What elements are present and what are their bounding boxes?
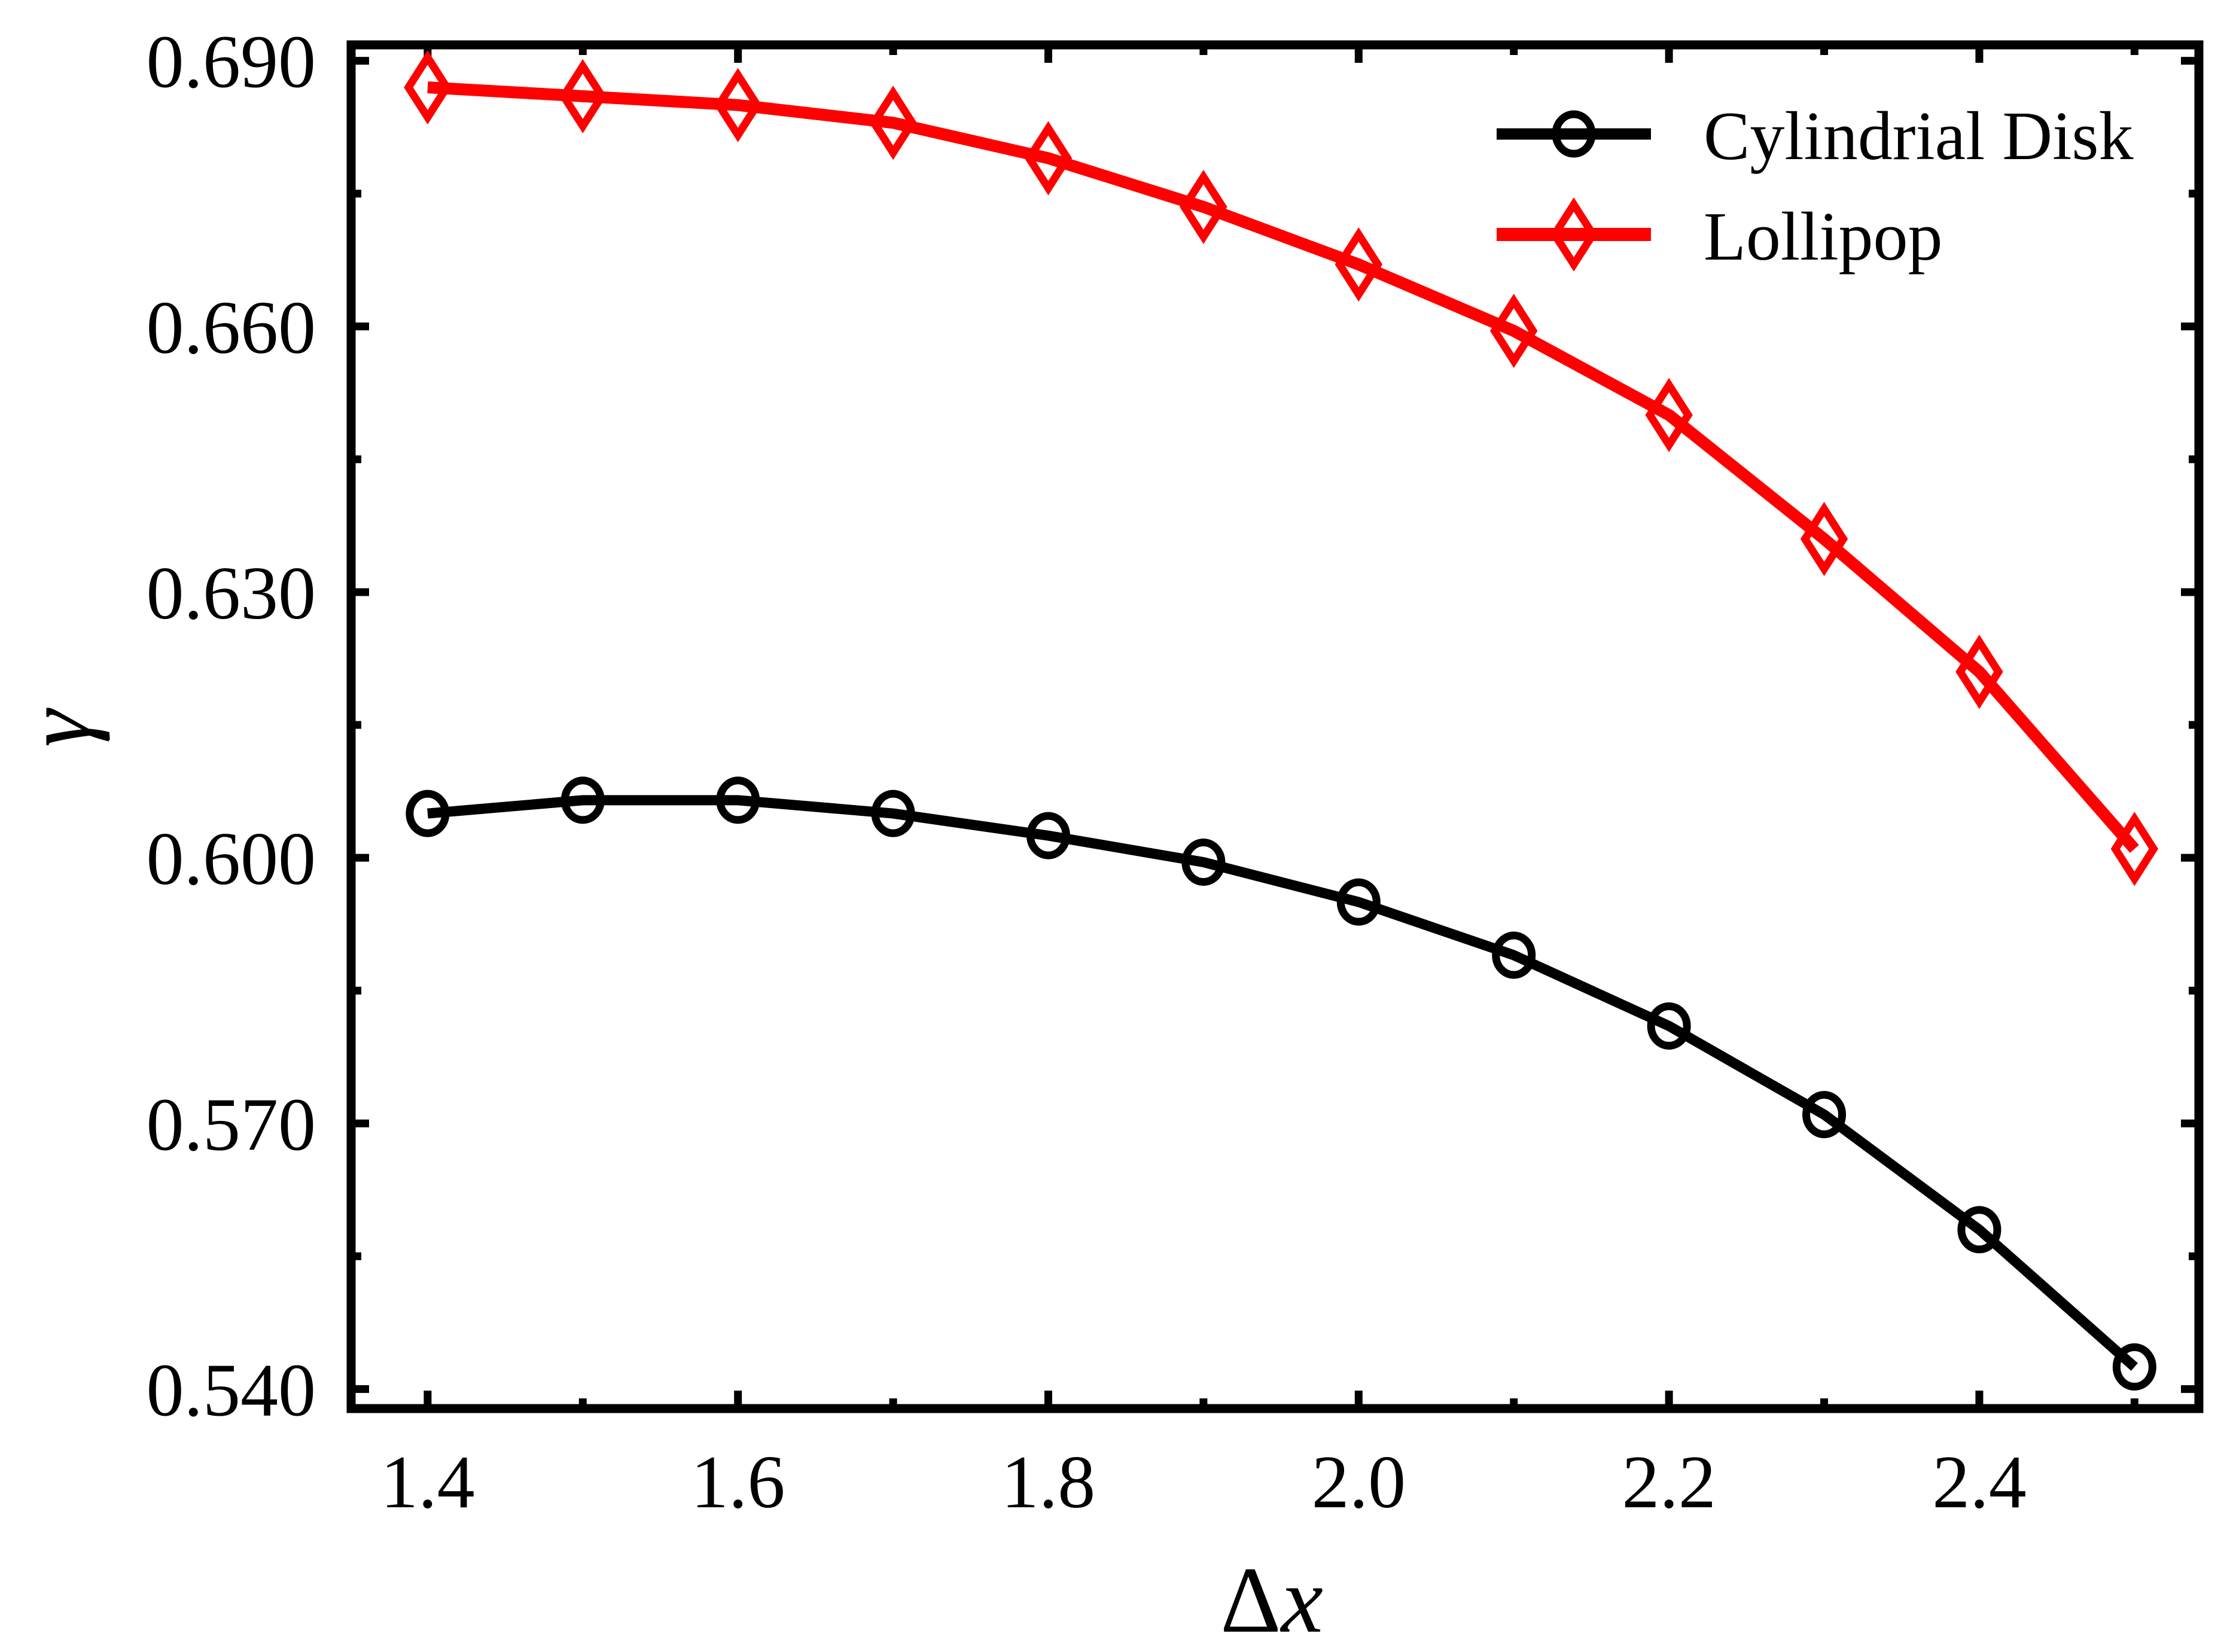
x-axis-label: Δx xyxy=(1220,1548,1323,1652)
x-tick-label: 2.4 xyxy=(1932,1441,2027,1524)
circle-marker xyxy=(871,790,915,837)
legend-label: Cylindrial Disk xyxy=(1704,98,2134,175)
circle-marker xyxy=(1336,878,1381,926)
thin-diamond-marker xyxy=(2110,812,2159,886)
axis-labels: γ Δx xyxy=(6,708,1323,1652)
x-tick-label: 2.2 xyxy=(1622,1441,1716,1524)
y-tick-label: 0.600 xyxy=(147,818,316,901)
series-line xyxy=(427,81,2139,853)
y-tick-label: 0.630 xyxy=(147,552,316,635)
series-lollipop xyxy=(404,50,2159,886)
x-tick-label: 1.6 xyxy=(691,1441,785,1524)
legend-label: Lollipop xyxy=(1704,199,1943,275)
thin-diamond-marker xyxy=(1335,227,1383,302)
y-tick-label: 0.690 xyxy=(147,21,316,104)
circle-marker xyxy=(716,776,760,824)
thin-diamond-marker xyxy=(714,68,762,142)
circle-marker xyxy=(1181,839,1226,886)
thin-diamond-marker xyxy=(1645,377,1693,452)
legend-circle-marker xyxy=(1552,110,1596,158)
thin-diamond-marker xyxy=(404,50,452,125)
circle-marker xyxy=(560,776,605,824)
circle-marker xyxy=(1957,1206,2001,1254)
circle-marker xyxy=(1647,1002,1691,1050)
thin-diamond-marker xyxy=(1490,294,1538,368)
thin-diamond-marker xyxy=(1800,502,1848,577)
y-tick-label: 0.540 xyxy=(147,1349,316,1432)
circle-marker xyxy=(1802,1090,1847,1138)
y-tick-label: 0.660 xyxy=(147,286,316,370)
legend-thin-diamond-marker xyxy=(1550,197,1598,272)
y-axis-label: γ xyxy=(6,708,111,747)
circle-marker xyxy=(1492,931,1536,979)
thin-diamond-marker xyxy=(559,59,607,133)
thin-diamond-marker xyxy=(1024,121,1073,196)
x-tick-label: 1.4 xyxy=(380,1441,475,1524)
thin-diamond-marker xyxy=(869,86,917,160)
series-cylindrial-disk xyxy=(406,776,2156,1391)
circle-marker xyxy=(1026,812,1071,859)
data-series xyxy=(404,50,2159,1391)
circle-marker xyxy=(406,790,450,837)
thin-diamond-marker xyxy=(1180,169,1227,244)
axis-ticks xyxy=(351,45,2199,1409)
series-line xyxy=(427,795,2138,1371)
legend: Cylindrial Disk Lollipop xyxy=(1497,98,2134,275)
x-tick-label: 1.8 xyxy=(1001,1441,1096,1524)
legend-entry: Lollipop xyxy=(1497,197,1943,275)
tick-labels: 1.4 1.6 1.8 2.0 2.2 2.4 0.540 0.570 0.600 0.630 0.… xyxy=(147,21,2027,1524)
plot-border xyxy=(346,40,2204,1413)
y-tick-label: 0.570 xyxy=(147,1083,316,1166)
legend-entry: Cylindrial Disk xyxy=(1497,98,2134,175)
thin-diamond-marker xyxy=(1955,635,2003,709)
axes-frame xyxy=(346,40,2204,1413)
circle-marker xyxy=(2112,1343,2156,1391)
x-tick-label: 2.0 xyxy=(1312,1441,1406,1524)
